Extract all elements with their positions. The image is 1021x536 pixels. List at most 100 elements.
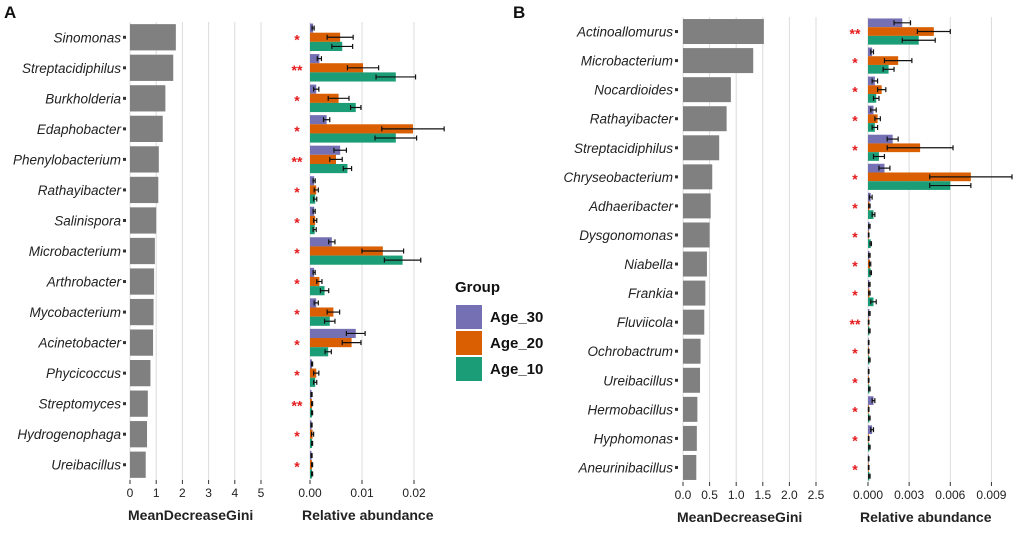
abundance-bar-age-30-edaphobacter xyxy=(310,115,327,125)
taxon-label-sinomonas: Sinomonas xyxy=(53,30,121,45)
abundance-bar-age-10-chryseobacterium xyxy=(868,181,951,190)
abundance-bar-age-20-acinetobacter xyxy=(310,338,352,348)
abundance-bar-age-10-nocardioides xyxy=(868,94,877,103)
abundance-panel-a: 0.00 0.01 0.02******************Relative a… xyxy=(292,22,445,523)
taxon-label-hydrogenophaga: Hydrogenophaga xyxy=(17,427,121,442)
taxon-tick-mark xyxy=(675,204,678,208)
significance-marker-sinomonas: * xyxy=(294,31,300,47)
significance-marker-streptomyces: ** xyxy=(292,398,303,414)
significance-marker-ureibacillus: * xyxy=(294,459,300,475)
gini-bar-streptacidiphilus xyxy=(130,54,174,81)
gini-bar-arthrobacter xyxy=(130,268,155,295)
gini-bar-adhaeribacter xyxy=(683,193,711,219)
gini-bar-hyphomonas xyxy=(683,425,697,451)
taxon-tick-mark xyxy=(675,88,678,92)
taxon-label-ureibacillus: Ureibacillus xyxy=(51,458,121,473)
gini-bar-dysgonomonas xyxy=(683,222,710,248)
abundance-bar-age-10-microbacterium xyxy=(310,255,403,265)
gini-tick-label: 2.5 xyxy=(808,488,825,502)
abundance-bar-age-30-actinoallomurus xyxy=(868,18,903,28)
gini-bar-nocardioides xyxy=(683,77,731,103)
abundance-bar-age-20-chryseobacterium xyxy=(868,172,971,182)
gini-bar-mycobacterium xyxy=(130,298,154,326)
significance-marker-streptacidiphilus: ** xyxy=(292,62,303,78)
gini-tick-label: 0.0 xyxy=(675,488,692,502)
taxon-tick-mark xyxy=(123,127,126,131)
taxon-label-ochrobactrum: Ochrobactrum xyxy=(587,344,673,359)
gini-bar-edaphobacter xyxy=(130,115,163,142)
taxon-tick-mark xyxy=(675,117,678,121)
significance-marker-arthrobacter: * xyxy=(294,276,300,292)
abundance-bar-age-30-chryseobacterium xyxy=(868,163,885,173)
abundance-bar-age-10-adhaeribacter xyxy=(868,210,874,219)
taxon-label-microbacterium: Microbacterium xyxy=(581,54,673,69)
taxon-label-nocardioides: Nocardioides xyxy=(594,83,673,98)
taxon-tick-mark xyxy=(675,349,678,353)
significance-marker-dysgonomonas: * xyxy=(852,229,858,245)
taxon-label-rathayibacter: Rathayibacter xyxy=(38,183,122,198)
legend-swatch-age-30 xyxy=(456,305,482,329)
abundance-bar-age-10-burkholderia xyxy=(310,102,356,113)
abundance-bar-age-20-mycobacterium xyxy=(310,307,334,317)
gini-bar-microbacterium xyxy=(683,48,754,74)
abundance-bar-age-10-phycicoccus xyxy=(310,377,316,387)
taxon-tick-mark xyxy=(675,465,678,469)
taxon-label-adhaeribacter: Adhaeribacter xyxy=(588,199,674,214)
abundance-tick-label: 0.003 xyxy=(894,488,924,502)
taxon-tick-mark xyxy=(675,59,678,63)
taxon-label-arthrobacter: Arthrobacter xyxy=(46,275,122,290)
taxon-label-streptacidiphilus: Streptacidiphilus xyxy=(22,61,121,76)
significance-marker-ochrobactrum: * xyxy=(852,345,858,361)
significance-marker-actinoallomurus: ** xyxy=(850,26,861,42)
abundance-bar-age-20-actinoallomurus xyxy=(868,27,934,36)
taxon-tick-mark xyxy=(123,188,126,192)
taxon-tick-mark xyxy=(123,66,126,70)
taxon-label-frankia: Frankia xyxy=(628,286,674,301)
gini-bar-phenylobacterium xyxy=(130,146,159,173)
taxon-label-phenylobacterium: Phenylobacterium xyxy=(13,152,121,167)
abundance-bar-age-10-acinetobacter xyxy=(310,347,329,357)
abundance-bar-age-10-dysgonomonas xyxy=(868,239,871,249)
taxon-label-streptacidiphilus: Streptacidiphilus xyxy=(574,141,673,156)
taxon-label-acinetobacter: Acinetobacter xyxy=(37,336,121,351)
significance-marker-burkholderia: * xyxy=(294,92,300,108)
gini-axis-title: MeanDecreaseGini xyxy=(677,509,802,525)
gini-panel-a: 0 1 2 3 4 5 Sinomonas Streptacidiphilus Burkhold… xyxy=(13,22,265,523)
gini-tick-label: 0.5 xyxy=(701,488,718,502)
gini-bar-frankia xyxy=(683,280,706,306)
gini-bar-rathayibacter xyxy=(130,176,159,204)
gini-bar-streptomyces xyxy=(130,390,148,417)
taxon-tick-mark xyxy=(123,280,126,284)
significance-marker-microbacterium: * xyxy=(294,245,300,261)
gini-bar-streptacidiphilus xyxy=(683,135,720,161)
taxon-tick-mark xyxy=(123,310,126,314)
significance-marker-edaphobacter: * xyxy=(294,123,300,139)
gini-bar-microbacterium xyxy=(130,237,155,265)
abundance-bar-age-30-phenylobacterium xyxy=(310,145,341,155)
abundance-tick-label: 0.02 xyxy=(402,486,426,500)
abundance-panel-b: 0.000 0.003 0.006 0.009******************Re… xyxy=(850,17,1013,525)
abundance-bar-age-20-rathayibacter xyxy=(310,185,317,195)
gini-panel-b: 0.0 0.5 1.0 1.5 2.0 2.5 Actinoallomurus Microba… xyxy=(563,17,825,525)
gini-bar-niabella xyxy=(683,251,707,277)
gini-bar-hydrogenophaga xyxy=(130,421,148,448)
abundance-bar-age-10-microbacterium xyxy=(868,64,889,74)
gini-bar-chryseobacterium xyxy=(683,164,713,190)
taxon-label-rathayibacter: Rathayibacter xyxy=(590,112,674,127)
taxon-label-aneurinibacillus: Aneurinibacillus xyxy=(577,460,673,475)
taxon-tick-mark xyxy=(123,218,126,222)
significance-marker-frankia: * xyxy=(852,287,858,303)
gini-bar-burkholderia xyxy=(130,85,166,112)
legend-title: Group xyxy=(455,279,500,296)
gini-tick-label: 3 xyxy=(205,486,212,500)
taxon-label-microbacterium: Microbacterium xyxy=(29,244,121,259)
abundance-bar-age-30-rathayibacter xyxy=(310,176,315,186)
taxon-tick-mark xyxy=(675,291,678,295)
significance-marker-hermobacillus: * xyxy=(852,403,858,419)
abundance-bar-age-30-mycobacterium xyxy=(310,298,317,308)
abundance-axis-title: Relative abundance xyxy=(860,509,992,525)
taxon-tick-mark xyxy=(123,432,126,436)
gini-bar-phycicoccus xyxy=(130,360,151,387)
abundance-bar-age-20-burkholderia xyxy=(310,93,339,103)
